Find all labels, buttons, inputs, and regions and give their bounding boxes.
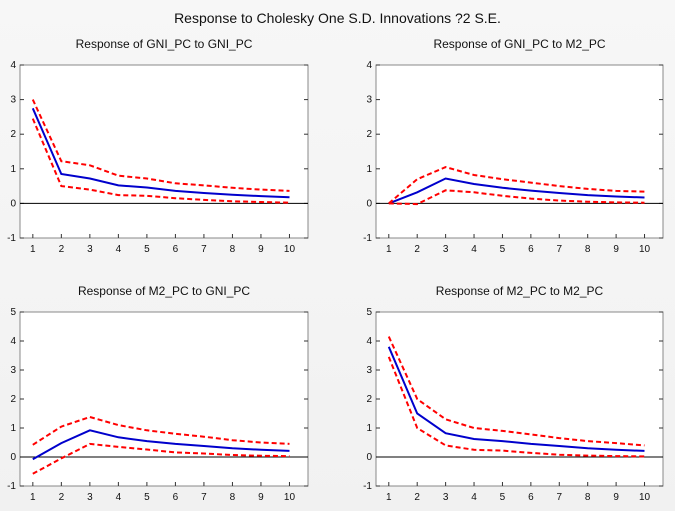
plot-area — [19, 64, 309, 239]
y-tick-label: 5 — [366, 307, 372, 318]
x-tick-label: 6 — [528, 492, 534, 503]
y-tick-label: 1 — [366, 164, 372, 175]
y-tick-label: 2 — [366, 129, 372, 140]
plot-area — [375, 64, 664, 239]
x-tick-label: 10 — [284, 244, 296, 255]
x-tick-label: 9 — [613, 492, 619, 503]
x-tick-label: 8 — [230, 492, 236, 503]
x-tick-label: 2 — [414, 244, 420, 255]
panel-title: Response of GNI_PC to GNI_PC — [76, 37, 253, 51]
y-tick-label: 4 — [366, 336, 372, 347]
irf-panel-2: Response of GNI_PC to M2_PC -1 0 1 2 3 4 1 2 3 4 5 6… — [363, 37, 664, 255]
y-tick-label: 2 — [10, 394, 16, 405]
y-tick-label: 3 — [366, 365, 372, 376]
irf-panel-4: Response of M2_PC to M2_PC -1 0 1 2 3 4 5 1 2 3 4 5 6… — [363, 284, 664, 503]
x-tick-label: 8 — [230, 244, 236, 255]
y-tick-label: -1 — [363, 233, 372, 244]
series-lower-band-line — [387, 356, 645, 458]
x-tick-label: 9 — [258, 492, 264, 503]
x-tick-label: 6 — [173, 244, 179, 255]
plot-area — [19, 311, 309, 487]
x-tick-label: 4 — [116, 244, 122, 255]
y-tick-label: 4 — [10, 60, 16, 71]
y-tick-label: -1 — [363, 481, 372, 492]
x-tick-label: 5 — [144, 492, 150, 503]
x-tick-label: 9 — [613, 244, 619, 255]
series-response-line — [388, 177, 645, 205]
x-tick-label: 2 — [414, 492, 420, 503]
y-tick-label: 3 — [10, 95, 16, 106]
x-tick-label: 5 — [500, 492, 506, 503]
series-upper-band-line — [32, 415, 290, 446]
y-tick-label: 0 — [10, 198, 16, 209]
y-tick-label: 1 — [10, 423, 16, 434]
y-tick-label: -1 — [7, 481, 16, 492]
y-tick-label: 4 — [366, 60, 372, 71]
x-tick-label: 8 — [585, 492, 591, 503]
x-tick-label: 7 — [201, 492, 207, 503]
x-tick-label: 8 — [585, 244, 591, 255]
x-tick-label: 2 — [59, 492, 65, 503]
y-tick-label: 3 — [10, 365, 16, 376]
y-tick-label: 0 — [366, 452, 372, 463]
x-tick-label: 4 — [116, 492, 122, 503]
panel-title: Response of M2_PC to M2_PC — [436, 284, 604, 298]
y-tick-label: 2 — [366, 394, 372, 405]
x-tick-label: 7 — [557, 244, 563, 255]
x-tick-label: 7 — [201, 244, 207, 255]
x-tick-label: 3 — [443, 244, 449, 255]
irf-panel-3: Response of M2_PC to GNI_PC -1 0 1 2 3 4 5 1 2 3 4 5… — [7, 284, 309, 503]
x-tick-label: 1 — [386, 244, 392, 255]
x-tick-label: 10 — [284, 492, 296, 503]
x-tick-label: 1 — [30, 244, 36, 255]
y-tick-label: 4 — [10, 336, 16, 347]
y-tick-label: 1 — [10, 164, 16, 175]
x-tick-label: 4 — [471, 492, 477, 503]
x-tick-label: 4 — [471, 244, 477, 255]
series-response-line — [32, 429, 290, 461]
panel-title: Response of M2_PC to GNI_PC — [78, 284, 250, 298]
y-tick-label: 0 — [10, 452, 16, 463]
x-tick-label: 3 — [443, 492, 449, 503]
x-tick-label: 1 — [386, 492, 392, 503]
y-tick-label: 0 — [366, 198, 372, 209]
x-tick-label: 10 — [639, 244, 651, 255]
series-response-line — [31, 107, 290, 199]
y-tick-label: 1 — [366, 423, 372, 434]
x-tick-label: 9 — [258, 244, 264, 255]
irf-panel-1: Response of GNI_PC to GNI_PC -1 0 1 2 3 4 1 2 3 4 5… — [7, 37, 309, 255]
x-tick-label: 3 — [87, 492, 93, 503]
y-tick-label: 3 — [366, 95, 372, 106]
x-tick-label: 10 — [639, 492, 651, 503]
figure-title: Response to Cholesky One S.D. Innovation… — [174, 10, 501, 26]
y-tick-label: -1 — [7, 233, 16, 244]
series-upper-band-line — [388, 166, 645, 205]
x-tick-label: 2 — [59, 244, 65, 255]
x-tick-label: 7 — [557, 492, 563, 503]
panel-title: Response of GNI_PC to M2_PC — [433, 37, 605, 51]
x-tick-label: 5 — [144, 244, 150, 255]
x-tick-label: 6 — [173, 492, 179, 503]
x-tick-label: 3 — [87, 244, 93, 255]
series-response-line — [387, 346, 645, 452]
x-tick-label: 1 — [30, 492, 36, 503]
x-tick-label: 6 — [528, 244, 534, 255]
series-lower-band-line — [388, 189, 645, 206]
y-tick-label: 2 — [10, 129, 16, 140]
x-tick-label: 5 — [500, 244, 506, 255]
plot-area — [375, 311, 664, 487]
y-tick-label: 5 — [10, 307, 16, 318]
series-upper-band-line — [387, 336, 645, 447]
series-upper-band-line — [31, 99, 290, 192]
series-lower-band-line — [32, 442, 290, 475]
series-lower-band-line — [31, 118, 290, 204]
